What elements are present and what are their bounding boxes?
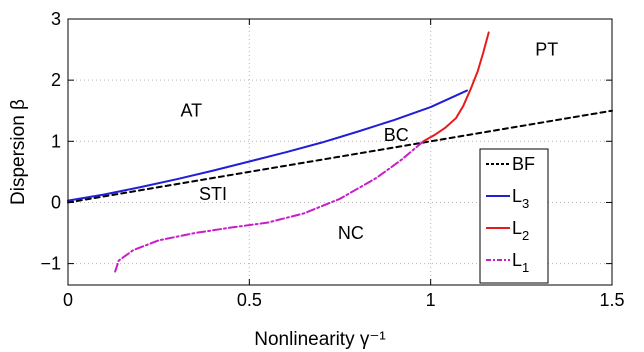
y-axis-title: Dispersion β	[8, 99, 29, 205]
legend-label-l3: L3	[512, 186, 529, 211]
grid-lines	[68, 19, 612, 285]
legend-box	[479, 148, 549, 284]
x-tick-label-2: 1	[426, 290, 436, 310]
region-label-sti: STI	[199, 184, 227, 204]
y-tick-label-0: −1	[40, 254, 61, 274]
region-label-pt: PT	[535, 40, 558, 60]
legend: BF L3 L2 L1	[479, 148, 549, 284]
legend-label-l1: L1	[512, 250, 529, 275]
y-tick-label-1: 0	[51, 192, 61, 212]
legend-label-l2: L2	[512, 218, 529, 243]
series-line-l2	[422, 31, 490, 143]
x-axis-title: Nonlinearity γ⁻¹	[254, 329, 385, 350]
series-line-bf	[67, 109, 613, 204]
region-label-nc: NC	[338, 223, 364, 243]
x-tick-label-3: 1.5	[599, 290, 624, 310]
series-line-l1	[114, 140, 425, 273]
region-label-at: AT	[180, 101, 202, 121]
region-label-bc: BC	[384, 125, 409, 145]
x-tick-label-1: 0.5	[237, 290, 262, 310]
plot-frame	[67, 18, 613, 286]
x-tick-label-0: 0	[63, 290, 73, 310]
series-line-l3	[67, 89, 468, 202]
plot-series	[67, 31, 613, 273]
y-tick-label-2: 1	[51, 131, 61, 151]
legend-label-bf: BF	[512, 154, 535, 174]
region-labels: AT PT BC STI NC	[180, 40, 558, 243]
y-tick-label-3: 2	[51, 70, 61, 90]
y-tick-label-4: 3	[51, 9, 61, 29]
